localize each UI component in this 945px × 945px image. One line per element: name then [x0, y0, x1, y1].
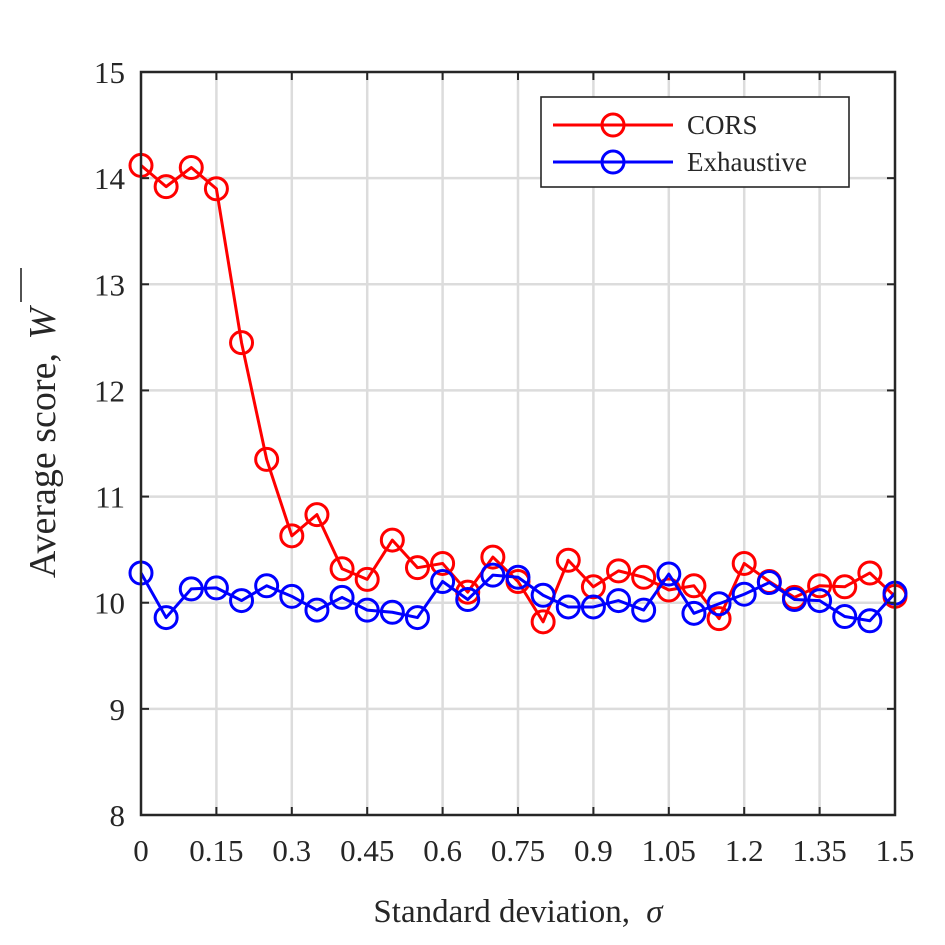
data-point-exhaustive	[505, 564, 531, 590]
data-point-cors	[279, 523, 305, 549]
data-point-cors	[530, 609, 556, 635]
data-point-cors	[857, 560, 883, 586]
x-tick-label: 0	[133, 833, 149, 868]
data-point-exhaustive	[329, 584, 355, 610]
legend-label-exhaustive: Exhaustive	[687, 147, 807, 177]
data-point-cors	[304, 502, 330, 528]
data-point-cors	[555, 547, 581, 573]
data-point-cors	[681, 573, 707, 599]
data-point-cors	[580, 574, 606, 600]
y-tick-label: 9	[110, 692, 126, 727]
x-axis-label-text: Standard deviation,	[373, 894, 630, 930]
y-axis-label-symbol: W	[22, 305, 64, 340]
x-tick-label: 0.9	[574, 833, 613, 868]
data-point-exhaustive	[254, 573, 280, 599]
data-point-exhaustive	[530, 582, 556, 608]
y-axis-label: Average score, W	[22, 305, 64, 579]
x-tick-label: 1.2	[725, 833, 764, 868]
data-point-exhaustive	[656, 561, 682, 587]
grid	[141, 72, 895, 815]
data-point-cors	[706, 606, 732, 632]
data-point-exhaustive	[404, 605, 430, 631]
data-point-exhaustive	[731, 581, 757, 607]
legend-marker-exhaustive	[600, 149, 626, 175]
data-point-exhaustive	[379, 599, 405, 625]
legend-label-cors: CORS	[687, 110, 758, 140]
data-point-cors	[606, 558, 632, 584]
series-layer	[128, 152, 908, 635]
x-tick-label: 0.75	[491, 833, 545, 868]
data-point-exhaustive	[832, 604, 858, 630]
data-point-cors	[254, 446, 280, 472]
data-point-exhaustive	[430, 568, 456, 594]
data-point-exhaustive	[857, 608, 883, 634]
data-point-cors	[379, 527, 405, 553]
data-point-exhaustive	[781, 587, 807, 613]
legend-entries: CORS Exhaustive	[553, 110, 807, 177]
data-point-exhaustive	[229, 588, 255, 614]
y-tick-label: 13	[94, 267, 125, 302]
legend-entry-cors: CORS	[553, 110, 758, 140]
x-tick-label: 1.5	[876, 833, 915, 868]
data-point-exhaustive	[606, 588, 632, 614]
data-point-exhaustive	[203, 575, 229, 601]
data-point-cors	[354, 566, 380, 592]
legend-entry-exhaustive: Exhaustive	[553, 147, 807, 177]
data-point-cors	[631, 564, 657, 590]
data-point-exhaustive	[555, 594, 581, 620]
x-tick-label: 0.15	[189, 833, 243, 868]
y-tick-label: 11	[95, 480, 125, 515]
x-tick-label: 0.45	[340, 833, 394, 868]
legend-box	[540, 96, 850, 188]
data-point-exhaustive	[480, 562, 506, 588]
y-tick-label: 8	[110, 798, 126, 833]
data-point-cors	[153, 174, 179, 200]
y-tick-label: 10	[94, 586, 125, 621]
data-point-exhaustive	[580, 594, 606, 620]
legend-marker-cors	[600, 112, 626, 138]
data-point-exhaustive	[279, 583, 305, 609]
data-point-cors	[832, 574, 858, 600]
y-tick-label: 14	[94, 161, 126, 196]
data-point-exhaustive	[631, 597, 657, 623]
y-tick-label: 12	[94, 373, 125, 408]
x-axis-label: Standard deviation, σ	[373, 894, 664, 930]
data-point-exhaustive	[153, 605, 179, 631]
data-point-cors	[807, 573, 833, 599]
data-point-exhaustive	[455, 587, 481, 613]
axis-ticks: 0 0.15 0.3 0.45 0.6 0.75 0.9 1.05 1.2 1.35 1.5 8 9 10…	[94, 55, 914, 868]
series-line-exhaustive	[139, 572, 897, 623]
y-tick-label: 15	[94, 55, 125, 90]
x-tick-label: 1.35	[792, 833, 846, 868]
data-point-exhaustive	[706, 591, 732, 617]
data-point-exhaustive	[178, 576, 204, 602]
data-point-cors	[203, 176, 229, 202]
data-point-cors	[430, 550, 456, 576]
data-point-cors	[480, 544, 506, 570]
y-axis-label-text: Average score,	[22, 353, 64, 578]
data-point-cors	[731, 550, 757, 576]
x-tick-label: 0.3	[272, 833, 311, 868]
data-point-exhaustive	[354, 597, 380, 623]
x-tick-label: 1.05	[642, 833, 696, 868]
x-tick-label: 0.6	[423, 833, 462, 868]
data-point-exhaustive	[304, 597, 330, 623]
data-point-cors	[404, 555, 430, 581]
series-exhaustive	[128, 560, 908, 634]
data-point-cors	[178, 155, 204, 181]
data-point-cors	[329, 556, 355, 582]
data-point-exhaustive	[756, 570, 782, 596]
x-axis-label-symbol: σ	[646, 894, 664, 930]
legend: CORS Exhaustive	[540, 96, 850, 188]
data-point-exhaustive	[681, 600, 707, 626]
data-point-cors	[229, 330, 255, 356]
data-point-exhaustive	[807, 588, 833, 614]
